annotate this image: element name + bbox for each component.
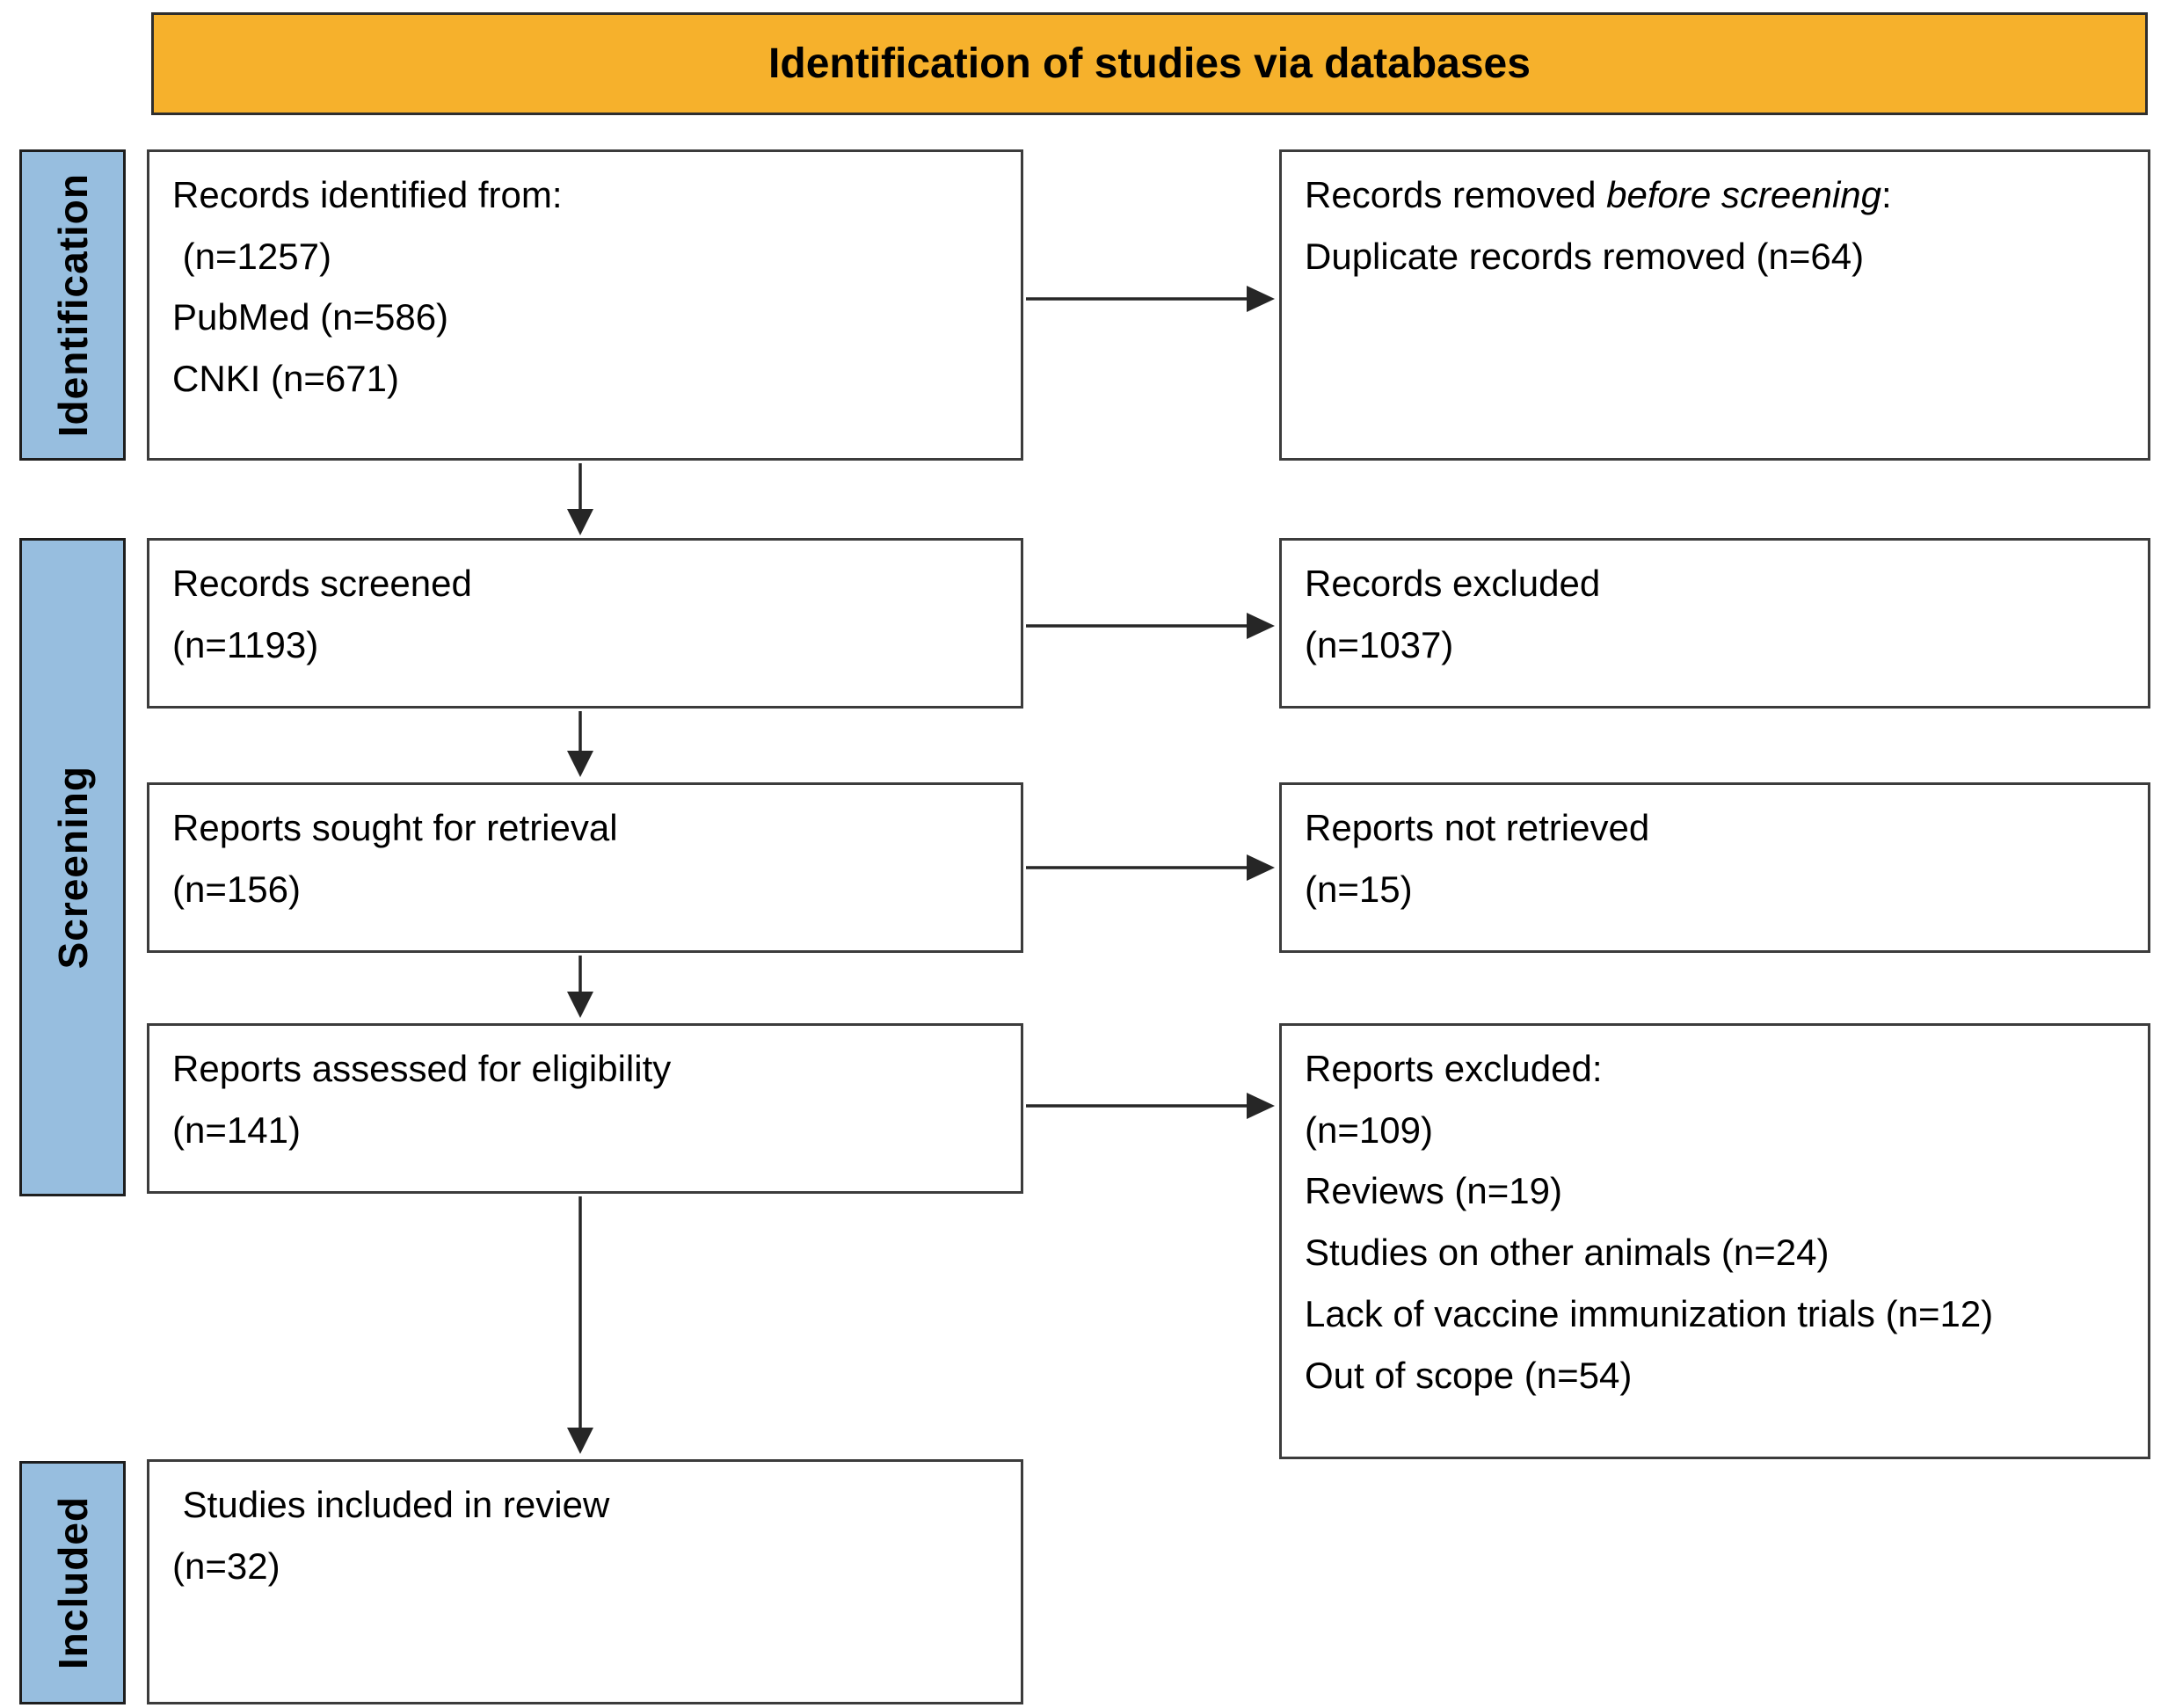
box-reports-excluded: Reports excluded: (n=109) Reviews (n=19) St… [1279, 1023, 2150, 1459]
box-records-identified: Records identified from: (n=1257) PubMed … [147, 149, 1023, 461]
box-records-screened: Records screened (n=1193) [147, 538, 1023, 709]
stage-label-screening: Screening [19, 538, 126, 1196]
box-reports-sought-for-retrieval: Reports sought for retrieval (n=156) [147, 782, 1023, 953]
box-records-excluded: Records excluded (n=1037) [1279, 538, 2150, 709]
stage-label-identification-text: Identification [49, 172, 96, 438]
arrow-identified-to-removed [1026, 286, 1275, 312]
arrow-screened-to-sought [567, 711, 593, 777]
stage-label-included: Included [19, 1461, 126, 1704]
box-reports-assessed-for-eligibility: Reports assessed for eligibility (n=141) [147, 1023, 1023, 1194]
arrow-screened-to-excluded [1026, 613, 1275, 639]
stage-label-identification: Identification [19, 149, 126, 461]
box-reports-not-retrieved: Reports not retrieved (n=15) [1279, 782, 2150, 953]
arrow-assessed-to-included [567, 1196, 593, 1454]
stage-label-included-text: Included [49, 1495, 96, 1670]
arrow-sought-to-not-retrieved [1026, 854, 1275, 881]
arrow-identified-to-screened [567, 463, 593, 535]
arrow-assessed-to-reports-excluded [1026, 1093, 1275, 1119]
stage-label-screening-text: Screening [49, 765, 96, 970]
arrow-sought-to-assessed [567, 956, 593, 1018]
box-studies-included-in-review: Studies included in review (n=32) [147, 1459, 1023, 1704]
diagram-header-title: Identification of studies via databases [768, 40, 1531, 87]
box-records-removed-before-screening: Records removed before screening: Duplica… [1279, 149, 2150, 461]
diagram-header: Identification of studies via databases [151, 12, 2148, 115]
